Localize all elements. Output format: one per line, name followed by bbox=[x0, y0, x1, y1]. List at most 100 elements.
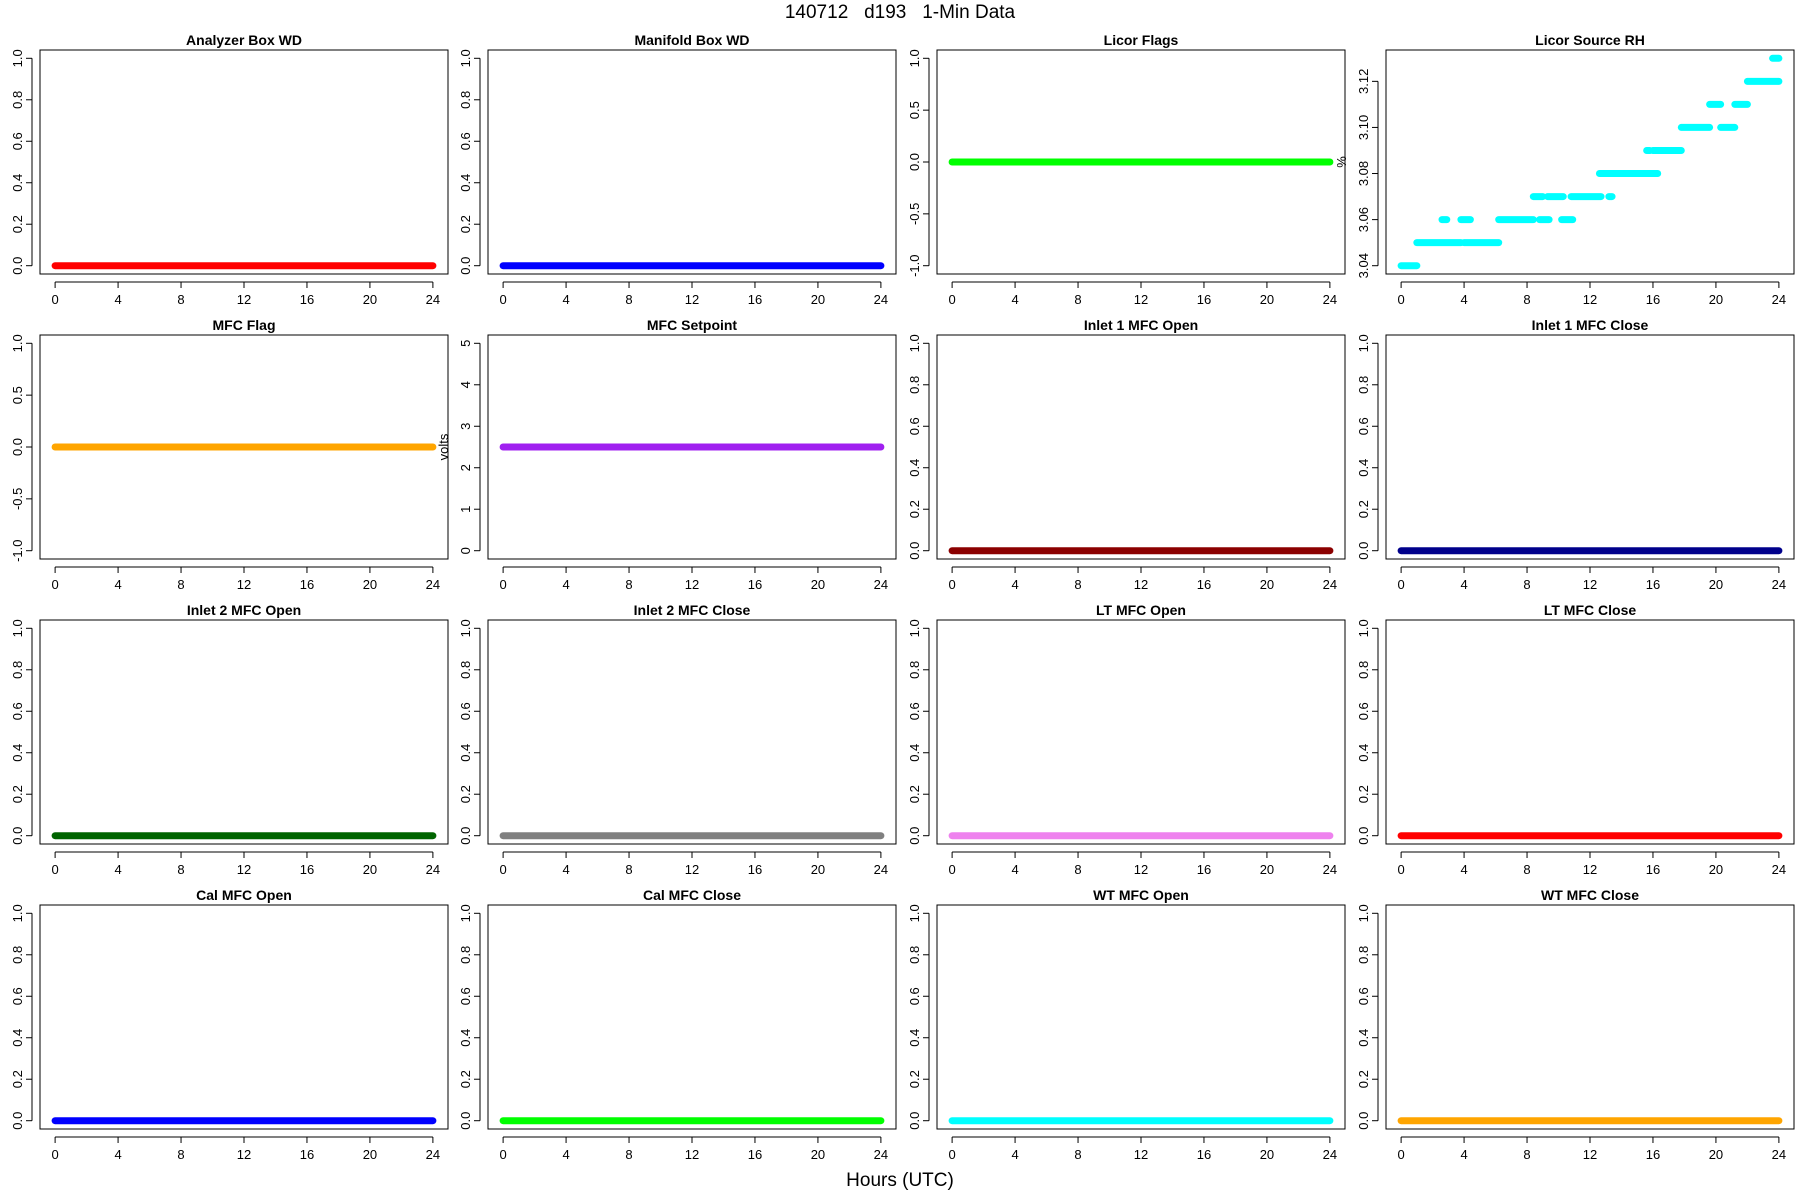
x-tick-label: 0 bbox=[51, 292, 58, 307]
y-tick-label: 0.6 bbox=[10, 132, 25, 150]
x-tick-label: 4 bbox=[562, 862, 569, 877]
y-axis: -1.0 -0.5 0.0 0.5 1.0 bbox=[907, 49, 930, 277]
x-tick-label: 8 bbox=[1074, 862, 1081, 877]
y-tick-label: 1.0 bbox=[10, 334, 25, 352]
x-axis: 0 4 8 12 16 20 24 bbox=[51, 1136, 440, 1162]
y-tick-label: 0.8 bbox=[458, 661, 473, 679]
panel-title: Cal MFC Close bbox=[643, 887, 741, 903]
x-tick-label: 12 bbox=[1134, 292, 1148, 307]
x-tick-label: 16 bbox=[1646, 292, 1660, 307]
y-tick-label: 0.2 bbox=[458, 215, 473, 233]
y-tick-label: 0.4 bbox=[458, 1029, 473, 1047]
panel-wt-mfc-close: WT MFC Close 0 4 8 12 16 20 24 0.0 0.2 0.4 0.6 0.8 1.… bbox=[1356, 887, 1795, 1162]
y-tick-label: 0.8 bbox=[907, 661, 922, 679]
x-tick-label: 24 bbox=[426, 577, 440, 592]
y-tick-label: 5 bbox=[458, 340, 473, 347]
panel-licor-flags: Licor Flags 0 4 8 12 16 20 24 -1.0 -0.5 0.0 0.5 1.0 bbox=[907, 32, 1346, 307]
x-tick-label: 16 bbox=[300, 577, 314, 592]
panel-inlet-1-mfc-close: Inlet 1 MFC Close 0 4 8 12 16 20 24 0.0 0.2 0.4 0.6… bbox=[1356, 317, 1795, 592]
y-tick-label: 0.2 bbox=[1356, 1070, 1371, 1088]
y-tick-label: 1.0 bbox=[458, 49, 473, 67]
panel-title: MFC Flag bbox=[213, 317, 276, 333]
x-tick-label: 4 bbox=[1011, 1147, 1018, 1162]
y-axis: 0.0 0.2 0.4 0.6 0.8 1.0 bbox=[1356, 334, 1379, 560]
x-tick-label: 8 bbox=[1074, 292, 1081, 307]
x-tick-label: 20 bbox=[811, 292, 825, 307]
y-tick-label: 0.0 bbox=[10, 257, 25, 275]
x-tick-label: 24 bbox=[1323, 862, 1337, 877]
y-tick-label: 0.6 bbox=[907, 987, 922, 1005]
panel-lt-mfc-close: LT MFC Close 0 4 8 12 16 20 24 0.0 0.2 0.4 0.6 0.8 1.… bbox=[1356, 602, 1795, 877]
y-tick-label: 1.0 bbox=[907, 904, 922, 922]
y-axis: 0.0 0.2 0.4 0.6 0.8 1.0 bbox=[458, 619, 481, 845]
y-tick-label: 0.6 bbox=[1356, 987, 1371, 1005]
x-axis: 0 4 8 12 16 20 24 bbox=[51, 566, 440, 592]
x-tick-label: 16 bbox=[300, 1147, 314, 1162]
x-tick-label: 0 bbox=[51, 1147, 58, 1162]
panel-analyzer-box-wd: Analyzer Box WD0 4 8 12 16 20 240.00.20.40.60.… bbox=[10, 32, 449, 307]
y-axis: 0.0 0.2 0.4 0.6 0.8 1.0 bbox=[10, 904, 33, 1130]
x-tick-label: 0 bbox=[499, 1147, 506, 1162]
x-tick-label: 8 bbox=[1523, 1147, 1530, 1162]
y-tick-label: 0.8 bbox=[1356, 376, 1371, 394]
x-tick-label: 12 bbox=[237, 1147, 251, 1162]
panel-cal-mfc-close: Cal MFC Close 0 4 8 12 16 20 24 0.0 0.2 0.4 0.6 0.8 1… bbox=[458, 887, 897, 1162]
x-tick-label: 4 bbox=[1460, 862, 1467, 877]
x-tick-label: 4 bbox=[114, 577, 121, 592]
x-tick-label: 12 bbox=[1134, 862, 1148, 877]
x-tick-label: 24 bbox=[1772, 577, 1786, 592]
panel-manifold-box-wd: Manifold Box WD0 4 8 12 16 20 240.00.20.40.60.… bbox=[458, 32, 897, 307]
x-tick-label: 8 bbox=[177, 292, 184, 307]
y-tick-label: 0.0 bbox=[907, 827, 922, 845]
x-tick-label: 20 bbox=[1260, 577, 1274, 592]
x-tick-label: 4 bbox=[1460, 292, 1467, 307]
x-tick-label: 16 bbox=[1197, 577, 1211, 592]
x-tick-label: 16 bbox=[1646, 1147, 1660, 1162]
y-tick-label: 0.6 bbox=[1356, 417, 1371, 435]
plot-frame bbox=[487, 49, 897, 275]
x-tick-label: 24 bbox=[1323, 1147, 1337, 1162]
plot-frame bbox=[1385, 334, 1795, 560]
y-tick-label: 0.2 bbox=[1356, 500, 1371, 518]
y-tick-label: 0.8 bbox=[907, 376, 922, 394]
x-tick-label: 0 bbox=[948, 862, 955, 877]
y-axis: 0.0 0.2 0.4 0.6 0.8 1.0 bbox=[458, 49, 481, 275]
x-tick-label: 20 bbox=[1709, 292, 1723, 307]
y-tick-label: 0.8 bbox=[10, 661, 25, 679]
x-tick-label: 4 bbox=[1011, 862, 1018, 877]
y-tick-label: 0.8 bbox=[458, 946, 473, 964]
x-tick-label: 4 bbox=[1460, 1147, 1467, 1162]
y-tick-label: 0.2 bbox=[10, 785, 25, 803]
y-axis: 0.0 0.2 0.4 0.6 0.8 1.0 bbox=[458, 904, 481, 1130]
panel-cal-mfc-open: Cal MFC Open 0 4 8 12 16 20 24 0.0 0.2 0.4 0.6 0.8 1.… bbox=[10, 887, 449, 1162]
x-tick-label: 0 bbox=[499, 862, 506, 877]
y-tick-label: 0.5 bbox=[10, 386, 25, 404]
y-tick-label: 3.12 bbox=[1356, 69, 1371, 94]
y-tick-label: -0.5 bbox=[907, 203, 922, 225]
y-tick-label: 3.10 bbox=[1356, 115, 1371, 140]
y-axis: 0.0 0.2 0.4 0.6 0.8 1.0 bbox=[907, 334, 930, 560]
x-tick-label: 4 bbox=[562, 1147, 569, 1162]
y-tick-label: 0.8 bbox=[1356, 946, 1371, 964]
panel-licor-source-rh: Licor Source RH0 4 8 12 16 20 243.043.063.083.… bbox=[1334, 32, 1795, 307]
x-tick-label: 24 bbox=[1323, 577, 1337, 592]
x-tick-label: 12 bbox=[685, 577, 699, 592]
y-axis: 0 1 2 3 4 5 volts bbox=[436, 340, 481, 554]
y-tick-label: 0.6 bbox=[458, 987, 473, 1005]
x-tick-label: 0 bbox=[948, 1147, 955, 1162]
y-tick-label: 0 bbox=[458, 547, 473, 554]
x-axis: 0 4 8 12 16 20 24 bbox=[1397, 1136, 1786, 1162]
panel-title: Inlet 2 MFC Close bbox=[634, 602, 751, 618]
panel-inlet-2-mfc-close: Inlet 2 MFC Close 0 4 8 12 16 20 24 0.0 0.2 0.4 0.6… bbox=[458, 602, 897, 877]
y-tick-label: 0.0 bbox=[458, 1112, 473, 1130]
y-tick-label: 0.4 bbox=[907, 744, 922, 762]
y-tick-label: 0.6 bbox=[907, 702, 922, 720]
x-tick-label: 16 bbox=[1646, 862, 1660, 877]
panel-title: WT MFC Close bbox=[1541, 887, 1639, 903]
x-tick-label: 0 bbox=[51, 577, 58, 592]
y-tick-label: 0.4 bbox=[10, 744, 25, 762]
plot-frame bbox=[936, 619, 1346, 845]
y-axis: 0.0 0.2 0.4 0.6 0.8 1.0 bbox=[1356, 904, 1379, 1130]
